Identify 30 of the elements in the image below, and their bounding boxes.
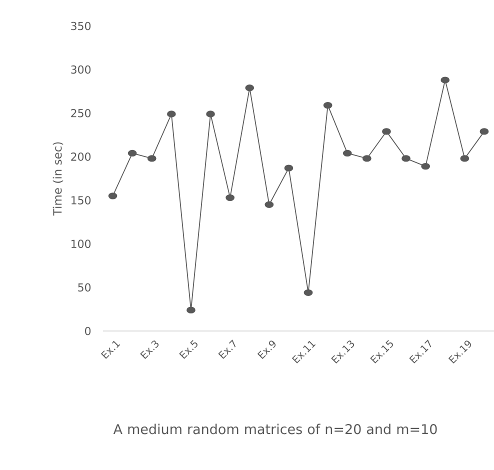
point [382,128,391,135]
point [323,102,332,109]
x-axis-title: A medium random matrices of n=20 and m=10 [113,424,437,434]
point [264,201,274,208]
point [284,164,294,172]
y-tick-label: 300 [71,65,91,74]
point [147,155,156,162]
point [245,84,254,92]
point [108,192,118,200]
point [480,128,489,135]
point [166,110,176,118]
y-tick-label: 150 [72,196,91,204]
y-tick-label: 50 [78,283,91,292]
point [362,155,372,162]
point [460,155,470,162]
y-tick-label: 250 [71,108,91,118]
point [421,162,430,170]
y-axis-title: Time (in sec) [52,142,64,216]
point [304,289,313,296]
y-tick-label: 0 [85,326,91,336]
point [186,306,196,314]
point [226,194,235,201]
point [342,150,352,157]
y-tick-label: 350 [71,22,91,30]
point [206,110,215,118]
point [402,155,410,162]
y-tick-label: 100 [72,240,91,248]
point [440,76,450,84]
y-tick-label: 200 [71,152,91,161]
point [128,150,137,157]
